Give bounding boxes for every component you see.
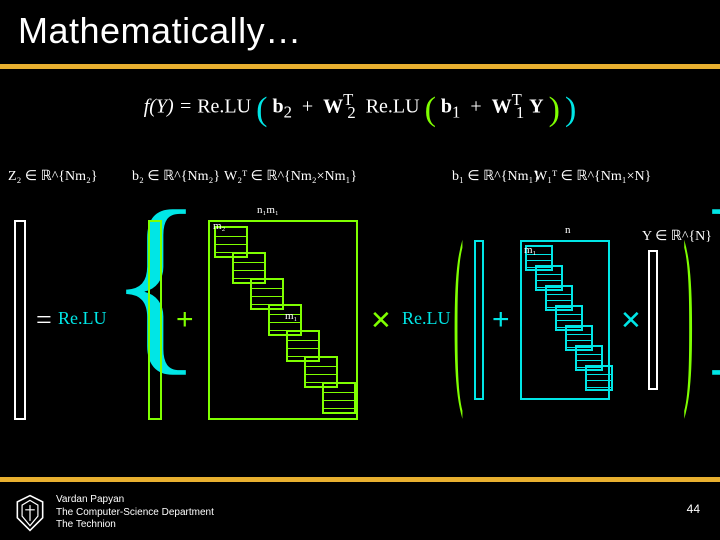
relu-inner: Re.LU xyxy=(402,308,451,329)
label-w1: W₁ᵀ ∈ ℝ^{Nm₁×N} xyxy=(534,168,651,185)
vector-b1 xyxy=(474,240,484,400)
page-number: 44 xyxy=(687,502,700,516)
eq-w1: W xyxy=(492,96,512,118)
op-plus-1: + xyxy=(176,303,194,337)
op-mult-1: ✕ xyxy=(370,305,392,336)
slide: Mathematically… f(Y) = Re.LU ( b2 + WT2 … xyxy=(0,0,720,540)
eq-lhs: f(Y) = xyxy=(144,96,193,118)
eq-b2: b xyxy=(272,96,283,118)
label-b1: b₁ ∈ ℝ^{Nm₁} xyxy=(452,168,540,185)
matrix-w1 xyxy=(520,240,610,400)
paren-close-inner: ) xyxy=(549,91,560,129)
footer: Vardan Papyan The Computer-Science Depar… xyxy=(0,486,720,540)
dim-m1: m₁ xyxy=(285,310,297,322)
dim-m1b: m₁ xyxy=(524,244,536,256)
footer-rule xyxy=(0,477,720,482)
technion-logo-icon xyxy=(14,494,46,532)
paren-tall-open: ( xyxy=(453,200,463,429)
diagram: = Re.LU { + n₁m₁ m₂ m₁ ✕ Re.LU ( + n m₁ … xyxy=(0,200,720,450)
brace-close-outer: } xyxy=(694,182,720,382)
vector-b2 xyxy=(148,220,162,420)
dim-n: n xyxy=(565,224,571,236)
op-plus-2: + xyxy=(492,303,510,337)
matrix-w2 xyxy=(208,220,358,420)
dim-m2: m₂ xyxy=(213,220,225,232)
paren-tall-close: ) xyxy=(683,200,693,429)
vector-z2 xyxy=(14,220,26,420)
eq-relu-outer: Re.LU xyxy=(197,96,251,118)
dim-n1m1: n₁m₁ xyxy=(257,204,279,216)
label-w2: W₂ᵀ ∈ ℝ^{Nm₂×Nm₁} xyxy=(224,168,357,185)
eq-b1: b xyxy=(441,96,452,118)
footer-text: Vardan Papyan The Computer-Science Depar… xyxy=(56,494,214,532)
footer-inst: The Technion xyxy=(56,519,214,532)
label-z2: Z₂ ∈ ℝ^{Nm₂} xyxy=(8,168,98,185)
relu-outer: Re.LU xyxy=(58,308,107,329)
equation-line: f(Y) = Re.LU ( b2 + WT2 Re.LU ( b1 + WT1… xyxy=(0,90,720,129)
op-equals: = xyxy=(36,305,52,337)
footer-author: Vardan Papyan xyxy=(56,494,214,507)
title-rule xyxy=(0,64,720,69)
vector-y xyxy=(648,250,658,390)
slide-title: Mathematically… xyxy=(0,0,720,60)
eq-Y: Y xyxy=(529,96,543,118)
eq-relu-inner: Re.LU xyxy=(366,96,420,118)
footer-dept: The Computer-Science Department xyxy=(56,507,214,520)
op-mult-2: ✕ xyxy=(620,305,642,336)
eq-w2: W xyxy=(323,96,343,118)
paren-close-outer: ) xyxy=(565,91,576,129)
paren-open-outer: ( xyxy=(256,91,267,129)
paren-open-inner: ( xyxy=(425,91,436,129)
